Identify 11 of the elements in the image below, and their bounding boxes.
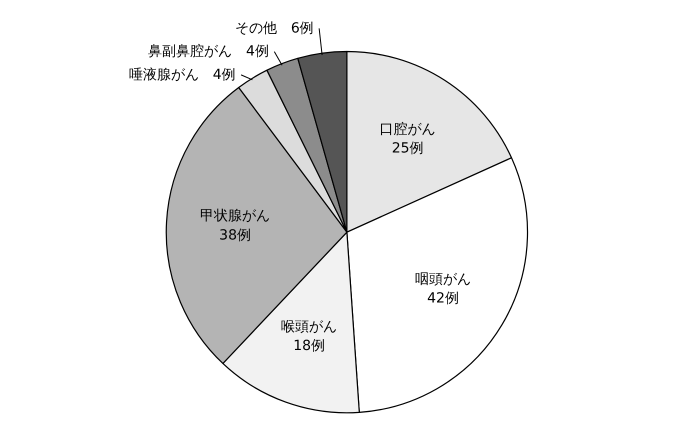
- slice-label: 鼻副鼻腔がん 4例: [148, 44, 269, 60]
- data-label: 38例: [219, 227, 252, 244]
- data-label: 42例: [427, 290, 459, 307]
- data-label: 25例: [392, 140, 424, 157]
- slice-label: 甲状腺がん: [200, 208, 270, 224]
- slice-label: 咽頭がん: [415, 271, 472, 288]
- slice-label: 口腔がん: [380, 121, 436, 138]
- data-label: 18例: [293, 338, 326, 354]
- slice-label: その他 6例: [234, 20, 314, 36]
- slice-label: 唾液腺がん 4例: [128, 66, 236, 83]
- slice-label: 喉頭がん: [281, 318, 338, 335]
